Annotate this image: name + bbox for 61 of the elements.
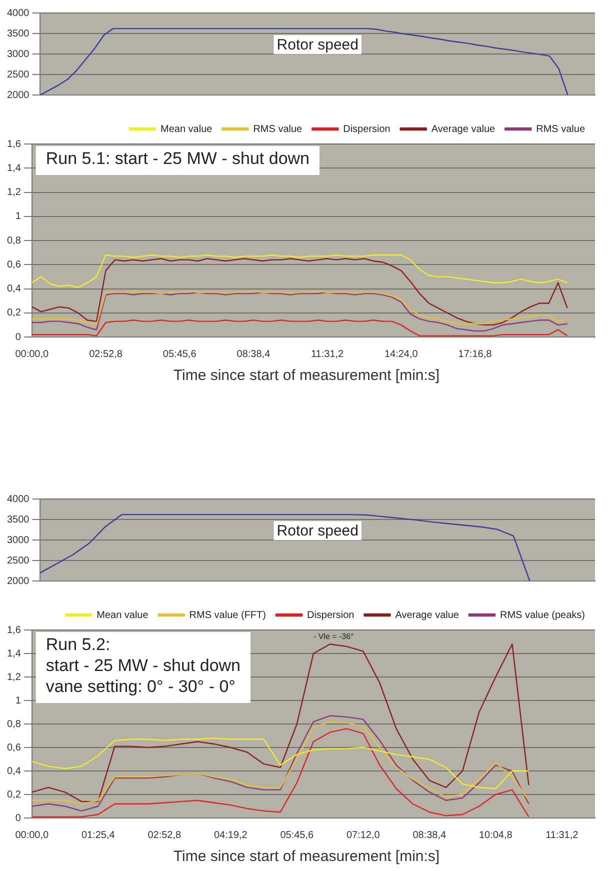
x-tick-label: 08:38,4 bbox=[412, 830, 446, 841]
x-tick-label: 14:24,0 bbox=[384, 348, 418, 360]
y-tick-label: 4000 bbox=[6, 494, 30, 505]
y-tick-label: 2500 bbox=[6, 555, 30, 566]
y-tick-label: 0,2 bbox=[6, 789, 22, 800]
legend-label: RMS value (peaks) bbox=[500, 610, 585, 621]
y-tick-label: 1,2 bbox=[6, 672, 22, 683]
x-tick-label: 01:25,4 bbox=[81, 830, 116, 841]
legend-label: Dispersion bbox=[343, 124, 390, 135]
y-tick-label: 3500 bbox=[6, 514, 30, 526]
y-tick-label: 0,6 bbox=[6, 742, 22, 754]
legend-label: RMS value (FFT) bbox=[189, 610, 266, 621]
x-tick-label: 11:31,2 bbox=[546, 830, 579, 841]
y-tick-label: 0,8 bbox=[6, 235, 22, 246]
x-tick-label: 02:52,8 bbox=[89, 348, 123, 360]
legend-label: RMS value bbox=[253, 124, 303, 135]
y-tick-label: 0,6 bbox=[6, 259, 22, 270]
series-label: Rotor speed bbox=[276, 522, 358, 540]
x-tick-label: 10:04,8 bbox=[478, 830, 513, 841]
y-tick-label: 1 bbox=[15, 695, 22, 706]
x-axis-title: Time since start of measurement [min:s] bbox=[172, 367, 441, 384]
y-tick-label: 3000 bbox=[6, 48, 30, 60]
y-tick-label: 1 bbox=[15, 211, 22, 222]
y-tick-label: 0,4 bbox=[6, 284, 22, 294]
y-tick-label: 0,2 bbox=[6, 308, 22, 319]
x-tick-label: 05:45,6 bbox=[162, 348, 197, 360]
y-tick-label: 3000 bbox=[6, 534, 30, 546]
y-tick-label: 0 bbox=[15, 812, 22, 824]
series-label: Rotor speed bbox=[276, 36, 358, 54]
x-tick-label: 17:16,8 bbox=[458, 348, 492, 360]
y-tick-label: 2000 bbox=[6, 576, 30, 587]
x-tick-label: 08:38,4 bbox=[236, 348, 271, 360]
y-tick-label: 3500 bbox=[6, 28, 30, 40]
x-axis-title: Time since start of measurement [min:s] bbox=[172, 848, 441, 865]
y-tick-label: 2000 bbox=[6, 90, 30, 101]
x-tick-label: 02:52,8 bbox=[148, 830, 182, 841]
x-tick-label: 00:00,0 bbox=[15, 348, 50, 360]
y-tick-label: 4000 bbox=[6, 8, 30, 19]
x-tick-label: 07:12,0 bbox=[346, 830, 380, 841]
legend-label: Average value bbox=[431, 124, 496, 135]
legend-label: Dispersion bbox=[306, 610, 354, 621]
y-tick-label: 0,8 bbox=[6, 718, 22, 730]
x-tick-label: 00:00,0 bbox=[15, 830, 50, 841]
legend-label: Mean value bbox=[96, 610, 149, 621]
legend-label: Average value bbox=[395, 610, 460, 621]
y-tick-label: 1,6 bbox=[6, 624, 22, 636]
y-tick-label: 2500 bbox=[6, 69, 30, 80]
y-tick-label: 0 bbox=[15, 332, 22, 343]
legend-label: Mean value bbox=[160, 124, 213, 135]
x-tick-label: 05:45,6 bbox=[280, 830, 314, 841]
y-tick-label: 1,4 bbox=[6, 648, 22, 660]
legend-label: RMS value bbox=[536, 124, 586, 135]
text: Run 5.2: start - 25 MW - shut down vane setting: 0° - 30° - 0° bbox=[46, 635, 241, 696]
x-tick-label: 11:31,2 bbox=[310, 348, 344, 360]
x-tick-label: 04:19,2 bbox=[214, 830, 248, 841]
y-tick-label: 1,2 bbox=[6, 187, 22, 198]
y-tick-label: 1,4 bbox=[6, 162, 22, 174]
annotation: - Vle = -36° bbox=[313, 632, 354, 642]
y-tick-label: 1,6 bbox=[6, 138, 22, 150]
chart-title: Run 5.1: start - 25 MW - shut down bbox=[46, 149, 310, 168]
y-tick-label: 0,4 bbox=[6, 766, 22, 777]
